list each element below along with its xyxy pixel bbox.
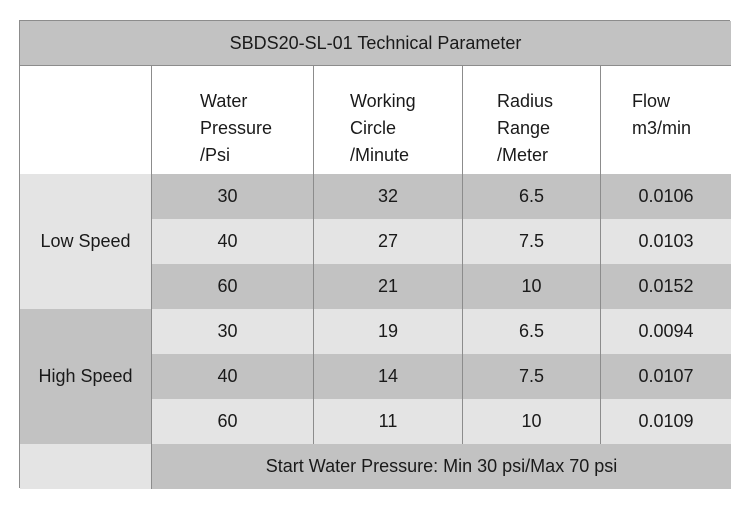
technical-parameter-table: SBDS20-SL-01 Technical Parameter Water P… bbox=[19, 20, 731, 489]
header-water-pressure: Water Pressure /Psi bbox=[151, 66, 313, 174]
cell-pressure: 40 bbox=[151, 354, 313, 399]
header-label: Working Circle /Minute bbox=[350, 91, 416, 165]
cell-radius: 7.5 bbox=[462, 354, 600, 399]
table-title: SBDS20-SL-01 Technical Parameter bbox=[20, 21, 731, 66]
header-corner bbox=[20, 66, 151, 174]
cell-radius: 7.5 bbox=[462, 219, 600, 264]
cell-circle: 14 bbox=[313, 354, 462, 399]
cell-flow: 0.0103 bbox=[600, 219, 731, 264]
header-working-circle: Working Circle /Minute bbox=[313, 66, 462, 174]
header-label: Radius Range /Meter bbox=[497, 91, 554, 165]
cell-flow: 0.0152 bbox=[600, 264, 731, 309]
cell-circle: 21 bbox=[313, 264, 462, 309]
header-label: Flow m3/min bbox=[632, 91, 692, 138]
header-label: Water Pressure /Psi bbox=[200, 91, 273, 165]
cell-radius: 10 bbox=[462, 264, 600, 309]
cell-pressure: 30 bbox=[151, 174, 313, 219]
cell-flow: 0.0107 bbox=[600, 354, 731, 399]
cell-pressure: 60 bbox=[151, 399, 313, 444]
cell-pressure: 40 bbox=[151, 219, 313, 264]
cell-circle: 27 bbox=[313, 219, 462, 264]
cell-flow: 0.0094 bbox=[600, 309, 731, 354]
cell-circle: 19 bbox=[313, 309, 462, 354]
cell-circle: 11 bbox=[313, 399, 462, 444]
cell-circle: 32 bbox=[313, 174, 462, 219]
cell-radius: 6.5 bbox=[462, 174, 600, 219]
footer-note: Start Water Pressure: Min 30 psi/Max 70 … bbox=[151, 444, 731, 489]
cell-pressure: 30 bbox=[151, 309, 313, 354]
group-label-high-speed: High Speed bbox=[20, 309, 151, 444]
cell-flow: 0.0106 bbox=[600, 174, 731, 219]
header-flow: Flow m3/min bbox=[600, 66, 731, 174]
cell-flow: 0.0109 bbox=[600, 399, 731, 444]
cell-radius: 6.5 bbox=[462, 309, 600, 354]
group-label-low-speed: Low Speed bbox=[20, 174, 151, 309]
cell-pressure: 60 bbox=[151, 264, 313, 309]
cell-radius: 10 bbox=[462, 399, 600, 444]
footer-corner bbox=[20, 444, 151, 489]
header-radius-range: Radius Range /Meter bbox=[462, 66, 600, 174]
